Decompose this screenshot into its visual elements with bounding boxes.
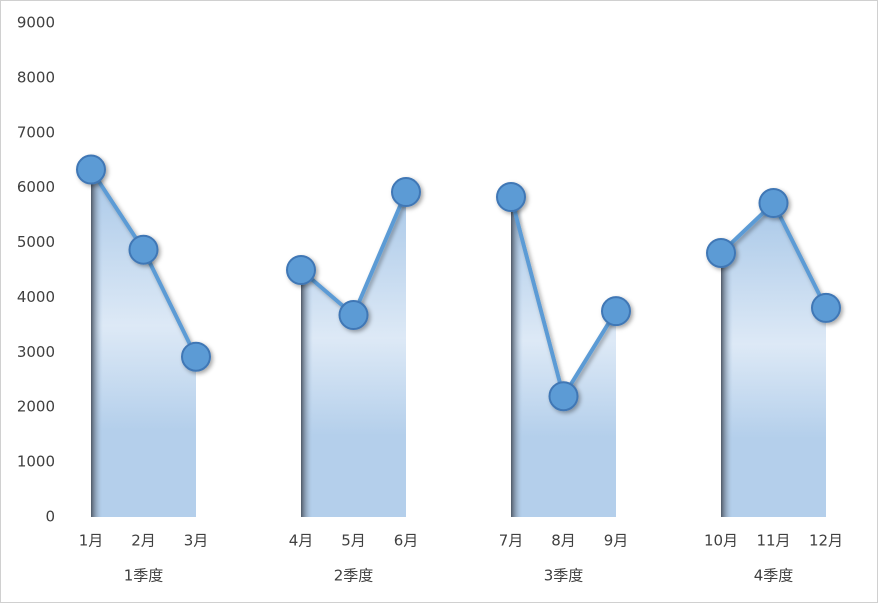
- marker: [811, 292, 841, 323]
- x-tick-label: 1月: [79, 532, 104, 550]
- x-tick-label: 3月: [184, 532, 209, 550]
- area-edge: [91, 169, 103, 517]
- marker: [758, 188, 789, 219]
- x-tick-label: 5月: [341, 532, 366, 550]
- x-tick-label: 10月: [704, 532, 738, 550]
- area: [91, 169, 196, 517]
- x-tick-label: 12月: [809, 532, 843, 550]
- area-edge: [301, 270, 313, 517]
- y-tick-label: 6000: [17, 178, 55, 196]
- y-tick-label: 1000: [17, 453, 55, 471]
- marker: [391, 177, 421, 208]
- marker: [76, 154, 106, 185]
- x-tick-label: 2月: [131, 532, 156, 550]
- x-tick-label: 11月: [756, 532, 790, 550]
- area: [721, 203, 826, 517]
- area: [301, 192, 406, 517]
- x-tick-label: 4月: [289, 532, 314, 550]
- marker: [338, 300, 369, 331]
- x-tick-label: 8月: [551, 532, 576, 550]
- area: [511, 196, 616, 517]
- group-label: 4季度: [754, 567, 794, 585]
- y-tick-label: 0: [45, 508, 55, 526]
- area-edge: [721, 252, 733, 518]
- marker: [181, 341, 211, 372]
- y-tick-label: 7000: [17, 123, 55, 141]
- marker: [128, 234, 159, 265]
- area-edge: [511, 196, 523, 517]
- x-tick-label: 9月: [604, 532, 629, 550]
- x-tick-label: 7月: [499, 532, 524, 550]
- marker: [496, 181, 526, 212]
- y-tick-label: 5000: [17, 233, 55, 251]
- group-label: 2季度: [334, 567, 374, 585]
- y-tick-label: 8000: [17, 68, 55, 86]
- group-label: 1季度: [124, 567, 164, 585]
- y-tick-label: 9000: [17, 14, 55, 32]
- marker: [601, 296, 631, 327]
- marker: [548, 381, 579, 412]
- marker: [706, 237, 736, 268]
- group-label: 3季度: [544, 567, 584, 585]
- y-tick-label: 2000: [17, 398, 55, 416]
- y-tick-label: 4000: [17, 288, 55, 306]
- marker: [286, 255, 316, 285]
- x-tick-label: 6月: [394, 532, 419, 550]
- y-tick-label: 3000: [17, 343, 55, 361]
